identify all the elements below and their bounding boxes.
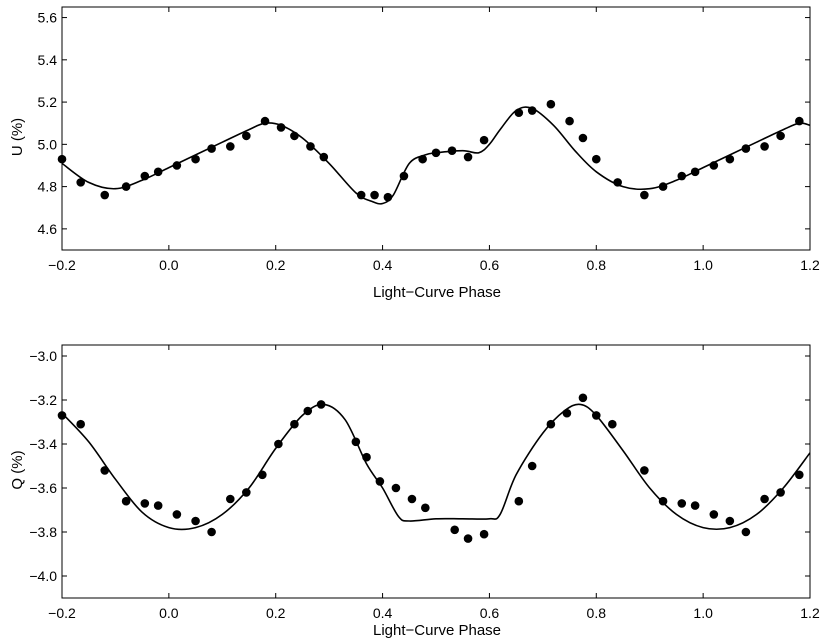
u-y-tick-label: 5.2 — [38, 94, 58, 110]
q-data-point — [741, 527, 751, 537]
u-data-point — [242, 131, 251, 141]
u-data-point — [546, 99, 556, 109]
u-y-tick-label: 4.6 — [38, 221, 58, 237]
u-data-point — [370, 190, 379, 200]
q-x-tick-label: −0.2 — [48, 605, 76, 621]
u-x-tick-label: 1.2 — [800, 257, 820, 273]
q-data-point — [479, 529, 489, 539]
u-data-point — [479, 135, 489, 145]
q-x-tick-label: 1.0 — [693, 605, 713, 621]
u-x-axis-title: Light−Curve Phase — [373, 284, 501, 301]
q-data-point — [375, 477, 385, 486]
u-data-point — [306, 142, 315, 151]
u-plot-frame — [61, 6, 811, 251]
u-data-point — [57, 154, 67, 164]
q-plot-frame — [61, 344, 811, 599]
q-data-point — [709, 510, 719, 519]
q-data-point — [578, 393, 588, 403]
q-x-axis-title: Light−Curve Phase — [373, 622, 501, 639]
u-x-tick-label: 0.8 — [587, 257, 607, 273]
q-data-point — [760, 494, 769, 504]
u-polarization-panel: U (%) Light−Curve Phase −0.2 0.0 0.2 0.4 0.6… — [9, 6, 820, 301]
q-data-point — [226, 494, 235, 504]
u-x-tick-label: 0.4 — [373, 257, 393, 273]
u-data-point — [776, 131, 785, 141]
q-y-tick-label: −3.6 — [29, 480, 57, 496]
q-y-tick-label: −3.4 — [29, 436, 57, 452]
q-data-point — [527, 461, 537, 471]
q-data-point — [795, 470, 804, 480]
u-data-point — [191, 154, 200, 164]
q-y-tick-label: −3.8 — [29, 524, 57, 540]
q-polarization-panel: Q (%) Light−Curve Phase −0.2 0.0 0.2 0.4 0.6… — [9, 344, 820, 639]
q-y-tick-label: −3.0 — [29, 348, 57, 364]
u-y-tick-label: 4.8 — [38, 179, 58, 195]
q-y-tick-label: −4.0 — [29, 568, 57, 584]
u-data-point — [725, 154, 735, 164]
u-data-point — [591, 154, 601, 164]
q-data-point — [140, 499, 150, 508]
q-data-point — [658, 496, 668, 506]
q-data-point — [677, 499, 687, 508]
q-data-point — [76, 419, 85, 429]
q-data-point — [207, 527, 216, 537]
q-x-tick-label: 0.6 — [480, 605, 500, 621]
u-x-tick-label: 1.0 — [693, 257, 713, 273]
u-x-tick-label: 0.0 — [159, 257, 179, 273]
q-data-point — [121, 496, 131, 506]
q-model-curve — [61, 403, 811, 531]
q-data-point — [421, 503, 430, 513]
q-y-tick-label: −3.2 — [29, 392, 57, 408]
u-y-tick-label: 5.0 — [38, 136, 58, 152]
q-data-point — [514, 496, 524, 506]
u-data-point — [640, 190, 649, 200]
u-data-point — [463, 152, 473, 162]
q-data-point — [407, 494, 417, 504]
u-x-tick-label: 0.2 — [266, 257, 286, 273]
q-data-point — [258, 470, 267, 480]
u-data-point — [76, 178, 85, 187]
q-data-point — [172, 510, 182, 519]
u-y-axis-title: U (%) — [9, 118, 26, 156]
q-data-point — [562, 408, 572, 418]
u-x-tick-label: 0.6 — [480, 257, 500, 273]
u-y-tick-label: 5.4 — [38, 52, 58, 68]
q-data-point — [391, 483, 401, 493]
q-data-point — [191, 516, 200, 526]
u-data-point — [760, 142, 769, 151]
q-x-tick-label: 1.2 — [800, 605, 820, 621]
q-data-point — [153, 501, 163, 510]
q-x-tick-label: 0.0 — [159, 605, 179, 621]
u-data-point — [226, 142, 235, 151]
q-y-axis-title: Q (%) — [9, 450, 26, 489]
u-data-point — [565, 116, 574, 126]
q-data-point — [640, 466, 649, 475]
u-model-curve — [61, 106, 811, 205]
u-x-tick-label: −0.2 — [48, 257, 76, 273]
q-data-point — [608, 419, 617, 429]
u-y-tick-label: 5.6 — [38, 10, 58, 26]
q-data-point — [725, 516, 735, 526]
q-x-tick-label: 0.4 — [373, 605, 393, 621]
u-data-point — [578, 133, 588, 143]
q-data-point — [463, 534, 473, 543]
u-data-point — [100, 190, 110, 200]
q-x-tick-label: 0.2 — [266, 605, 286, 621]
q-data-point — [690, 501, 700, 510]
q-data-point — [450, 525, 460, 535]
q-x-tick-label: 0.8 — [587, 605, 607, 621]
q-data-point — [57, 411, 67, 420]
